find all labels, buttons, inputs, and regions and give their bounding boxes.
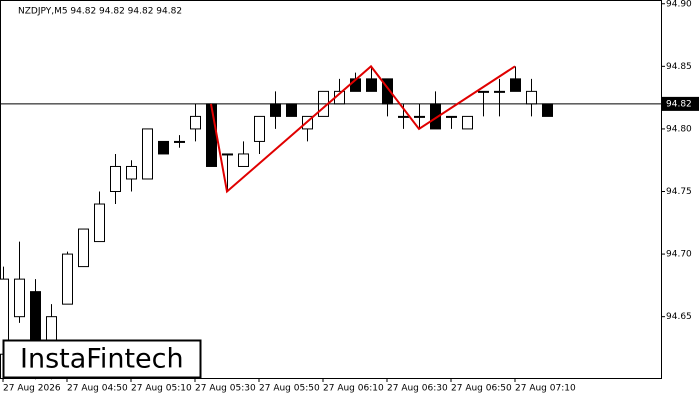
candle-body <box>286 103 297 117</box>
x-tick-label: 27 Aug 06:30 <box>387 384 448 394</box>
logo: InstaFintech <box>20 344 184 375</box>
y-tick-label: 94.90 <box>666 0 692 9</box>
candle-body <box>174 140 185 143</box>
candle-body <box>94 203 105 243</box>
plot-frame <box>0 0 662 379</box>
y-tick-label: 94.65 <box>666 312 692 322</box>
candle-body <box>254 115 265 142</box>
candle-body <box>398 115 409 118</box>
candle-body <box>222 153 233 156</box>
candle-body <box>14 278 25 318</box>
candle-body <box>478 90 489 93</box>
candle-body <box>526 90 537 105</box>
candle-body <box>510 78 521 92</box>
x-tick-label: 27 Aug 06:10 <box>323 384 384 394</box>
x-tick-label: 27 Aug 05:30 <box>195 384 256 394</box>
candle-body <box>190 115 201 130</box>
x-tick-label: 27 Aug 05:50 <box>259 384 320 394</box>
candle-body <box>110 165 121 193</box>
candle-body <box>158 140 169 155</box>
y-tick-label: 94.70 <box>666 250 692 260</box>
candle-body <box>206 103 217 167</box>
candle-body <box>270 103 281 117</box>
candle-body <box>366 78 377 92</box>
x-tick-label: 27 Aug 05:10 <box>131 384 192 394</box>
candle-body <box>238 153 249 167</box>
x-tick-label: 27 Aug 04:50 <box>67 384 128 394</box>
last-price-box <box>662 96 699 111</box>
logo-box <box>2 339 202 379</box>
candle-body <box>494 90 505 93</box>
y-tick-label: 94.80 <box>666 124 692 134</box>
candle-body <box>142 128 153 180</box>
chart-title: NZDJPY,M5 94.82 94.82 94.82 94.82 <box>18 7 182 17</box>
candle-body <box>78 228 89 268</box>
y-tick-label: 94.75 <box>666 187 692 197</box>
pattern-line <box>210 64 516 194</box>
x-tick-label: 27 Aug 2026 <box>3 384 61 394</box>
x-tick-label: 27 Aug 07:10 <box>515 384 576 394</box>
candle-body <box>62 253 73 305</box>
candle-body <box>446 115 457 118</box>
candle-body <box>414 115 425 118</box>
x-tick-label: 27 Aug 06:50 <box>451 384 512 394</box>
last-price-label: 94.82 <box>666 99 692 109</box>
y-tick-label: 94.85 <box>666 62 692 72</box>
candle-body <box>542 103 553 117</box>
candle-body <box>126 165 137 180</box>
candle-body <box>462 115 473 130</box>
